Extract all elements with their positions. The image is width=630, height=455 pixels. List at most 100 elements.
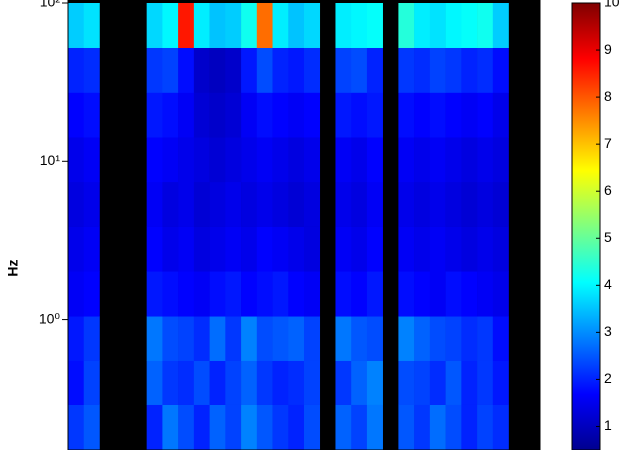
colorbar-tick-label: 5	[604, 229, 612, 245]
cell	[351, 92, 368, 138]
cell	[492, 137, 509, 183]
cell	[178, 271, 195, 317]
cell	[209, 137, 226, 183]
cell	[335, 404, 352, 451]
cell	[162, 181, 179, 227]
y-tick-label: 10⁰	[39, 310, 61, 326]
cell	[429, 360, 446, 405]
cell	[178, 137, 195, 183]
cell	[272, 316, 289, 361]
cell	[68, 271, 85, 317]
cell	[492, 271, 509, 317]
cell	[272, 360, 289, 405]
cell	[398, 92, 415, 138]
cell	[256, 181, 273, 227]
cell	[225, 316, 242, 361]
colorbar-tick-label: 6	[604, 182, 612, 198]
cell	[178, 360, 195, 405]
cell	[461, 181, 478, 227]
cell	[429, 181, 446, 227]
cell	[83, 92, 100, 138]
colorbar-tick-label: 2	[604, 370, 612, 386]
cell	[414, 316, 431, 361]
cell	[209, 226, 226, 272]
cell	[398, 47, 415, 93]
cell	[146, 3, 163, 48]
cell	[398, 137, 415, 183]
cell	[288, 137, 305, 183]
cell	[398, 226, 415, 272]
cell	[398, 316, 415, 361]
cell	[225, 47, 242, 93]
cell	[335, 360, 352, 405]
cell	[68, 226, 85, 272]
cell	[272, 404, 289, 451]
cell	[445, 181, 462, 227]
cell	[477, 181, 494, 227]
cell	[477, 3, 494, 48]
cell	[193, 226, 210, 272]
cell	[241, 404, 258, 451]
cell	[461, 271, 478, 317]
cell	[461, 47, 478, 93]
cell	[477, 92, 494, 138]
cell	[209, 92, 226, 138]
cell	[351, 316, 368, 361]
cell	[414, 92, 431, 138]
cell	[225, 360, 242, 405]
cell	[477, 137, 494, 183]
cell	[209, 360, 226, 405]
cell	[492, 3, 509, 48]
cell	[83, 3, 100, 48]
cell	[351, 226, 368, 272]
cell	[162, 271, 179, 317]
cell	[414, 47, 431, 93]
cell	[272, 92, 289, 138]
cell	[209, 271, 226, 317]
cell	[461, 137, 478, 183]
cell	[429, 47, 446, 93]
cell	[193, 137, 210, 183]
cell	[256, 360, 273, 405]
cell	[414, 3, 431, 48]
cell	[335, 181, 352, 227]
cell	[162, 92, 179, 138]
cell	[193, 360, 210, 405]
cell	[146, 271, 163, 317]
cell	[461, 360, 478, 405]
cell	[477, 404, 494, 451]
cell	[256, 226, 273, 272]
cell	[366, 137, 383, 183]
cell	[351, 137, 368, 183]
cell	[83, 181, 100, 227]
y-tick-label: 10¹	[40, 152, 61, 168]
cell	[241, 271, 258, 317]
cell	[68, 47, 85, 93]
cell	[304, 360, 321, 405]
cell	[146, 316, 163, 361]
cell	[272, 271, 289, 317]
cell	[335, 137, 352, 183]
cell	[492, 360, 509, 405]
cell	[366, 47, 383, 93]
colorbar-tick-label: 7	[604, 135, 612, 151]
cell	[83, 47, 100, 93]
cell	[241, 3, 258, 48]
cell	[429, 226, 446, 272]
cell	[272, 3, 289, 48]
cell	[335, 316, 352, 361]
cell	[193, 92, 210, 138]
cell	[414, 181, 431, 227]
cell	[209, 316, 226, 361]
cell	[398, 360, 415, 405]
cell	[225, 3, 242, 48]
cell	[68, 404, 85, 451]
cell	[241, 316, 258, 361]
cell	[241, 47, 258, 93]
cell	[146, 360, 163, 405]
cell	[335, 3, 352, 48]
cell	[162, 316, 179, 361]
cell	[83, 271, 100, 317]
cell	[178, 316, 195, 361]
cell	[241, 181, 258, 227]
